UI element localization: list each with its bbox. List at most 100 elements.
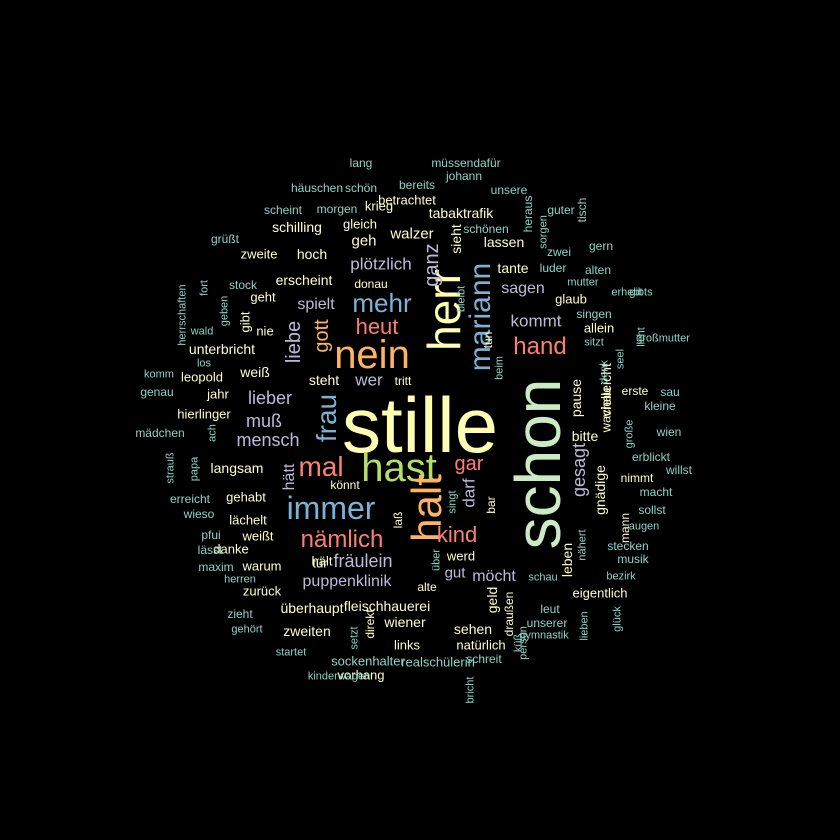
word-gehabt: gehabt bbox=[226, 489, 266, 505]
word-leben: leben bbox=[559, 542, 575, 578]
word-gluck: glück bbox=[611, 606, 624, 632]
word-tisch: tisch bbox=[575, 197, 589, 223]
word-gesagt: gesagt bbox=[569, 442, 589, 498]
word-alte: alte bbox=[417, 580, 437, 594]
word-musik: musik bbox=[617, 552, 649, 566]
word-lass: laß bbox=[391, 511, 405, 529]
word-singen: singen bbox=[576, 307, 612, 321]
word-lachelt: lächelt bbox=[229, 512, 267, 528]
word-warum: warum bbox=[242, 558, 282, 574]
word-nimmt: nimmt bbox=[620, 471, 654, 485]
word-gut: gut bbox=[444, 564, 466, 582]
word-namlich: nämlich bbox=[300, 526, 384, 553]
word-hierlinger: hierlinger bbox=[177, 406, 231, 422]
word-konnt: könnt bbox=[330, 478, 360, 492]
word-vorhang: vorhang bbox=[337, 667, 385, 683]
word-zweiten: zweiten bbox=[283, 623, 331, 639]
word-draussen: draußen bbox=[502, 591, 516, 637]
word-pause: pause bbox=[568, 378, 584, 418]
word-sockenhalter: sockenhalter bbox=[331, 653, 405, 669]
word-stille: stille bbox=[341, 381, 499, 469]
word-hauschen: häuschen bbox=[290, 181, 344, 195]
word-krieg: krieg bbox=[364, 198, 394, 214]
word-hand: hand bbox=[513, 333, 567, 360]
word-lang: lang bbox=[349, 156, 373, 170]
word-direkt: direkt bbox=[363, 609, 377, 639]
word-denk: denk bbox=[598, 360, 611, 384]
word-wald: wald bbox=[190, 325, 214, 338]
word-bitte: bitte bbox=[571, 428, 599, 444]
word-bricht: bricht bbox=[464, 676, 477, 704]
word-gern: gern bbox=[588, 239, 614, 253]
word-grusst: grüßt bbox=[210, 232, 240, 246]
word-betrachtet: betrachtet bbox=[378, 192, 436, 208]
word-wachau: wachau bbox=[598, 387, 614, 433]
word-zuruck: zurück bbox=[242, 583, 282, 599]
word-puppenklinik: puppenklinik bbox=[302, 573, 392, 590]
word-schilling: schilling bbox=[272, 219, 322, 235]
word-schau: schau bbox=[528, 571, 558, 584]
word-gar: gar bbox=[454, 453, 484, 475]
word-komm: komm bbox=[144, 368, 174, 381]
word-wien: wien bbox=[656, 425, 682, 439]
word-unterbricht: unterbricht bbox=[188, 341, 256, 357]
word-startet: startet bbox=[275, 646, 307, 659]
word-mal: mal bbox=[298, 451, 344, 482]
word-schon: schön bbox=[344, 181, 378, 195]
word-sitzt: sitzt bbox=[584, 336, 604, 349]
word-fort: fort bbox=[198, 280, 211, 296]
word-gibt: gibt bbox=[237, 311, 253, 333]
word-danke: danke bbox=[213, 541, 249, 557]
word-lasst: lässt bbox=[197, 543, 223, 557]
word-mensch: mensch bbox=[236, 430, 300, 450]
word-stecken: stecken bbox=[607, 539, 649, 553]
word-gnadige: gnädige bbox=[592, 465, 608, 515]
word-geld: geld bbox=[484, 586, 500, 614]
word-beim: beim bbox=[493, 356, 506, 380]
word-geht: geht bbox=[250, 289, 276, 305]
word-bezirk: bezirk bbox=[606, 570, 636, 583]
word-erhebt: erhebt bbox=[611, 286, 643, 299]
word-hoch: hoch bbox=[296, 246, 328, 262]
word-herrschaften: herrschaften bbox=[176, 284, 189, 346]
word-leopold: leopold bbox=[181, 369, 223, 385]
word-augen: augen bbox=[628, 520, 660, 533]
word-heut: heut bbox=[355, 314, 399, 339]
word-kommt: kommt bbox=[510, 311, 562, 331]
word-gehort: gehört bbox=[231, 623, 263, 636]
word-wieso: wieso bbox=[183, 507, 215, 521]
word-nein: nein bbox=[334, 333, 410, 377]
word-mussendafur: müssendafür bbox=[431, 156, 501, 170]
word-gott: gott bbox=[311, 319, 333, 353]
word-alten: alten bbox=[584, 263, 612, 277]
word-macht: macht bbox=[639, 485, 673, 499]
word-muss: muß bbox=[246, 411, 282, 431]
word-immer: immer bbox=[286, 490, 376, 526]
word-wiener: wiener bbox=[384, 614, 426, 630]
word-jahr: jahr bbox=[207, 386, 229, 402]
word-glaub: glaub bbox=[555, 291, 587, 307]
word-weisst: weißt bbox=[242, 528, 274, 544]
word-wer: wer bbox=[355, 370, 383, 390]
word-werd: werd bbox=[446, 548, 476, 564]
word-papa: papa bbox=[188, 456, 201, 482]
word-kleine: kleine bbox=[644, 399, 676, 413]
word-gleich: gleich bbox=[343, 216, 377, 232]
word-nahert: nähert bbox=[576, 529, 589, 561]
word-fraulein: fräulein bbox=[333, 551, 393, 571]
word-erste: erste bbox=[621, 384, 649, 398]
word-los: los bbox=[196, 357, 212, 370]
word-schreit: schreit bbox=[466, 652, 502, 666]
word-unserer: unserer bbox=[526, 616, 568, 630]
word-leut: leut bbox=[540, 602, 560, 616]
word-schonen: schönen bbox=[463, 222, 509, 236]
word-maxim: maxim bbox=[198, 560, 234, 574]
word-zieht: zieht bbox=[227, 607, 253, 621]
word-stock: stock bbox=[228, 278, 258, 292]
word-mehr: mehr bbox=[352, 288, 412, 318]
word-sorgen: sorgen bbox=[537, 215, 550, 249]
word-ganz: ganz bbox=[421, 243, 443, 287]
word-nie: nie bbox=[256, 323, 274, 339]
word-bereits: bereits bbox=[398, 178, 436, 192]
